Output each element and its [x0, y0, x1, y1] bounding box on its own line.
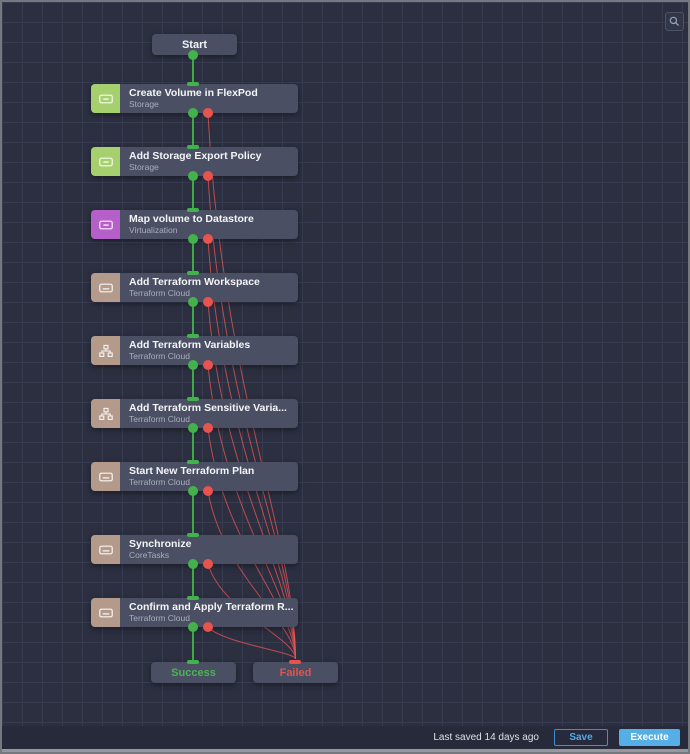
success-node[interactable]: Success	[151, 660, 236, 683]
task-title: Confirm and Apply Terraform R...	[129, 601, 294, 613]
device-icon	[91, 273, 120, 302]
save-button[interactable]: Save	[554, 729, 608, 746]
failure-port[interactable]	[203, 360, 213, 370]
failed-input-anchor	[289, 660, 301, 664]
failed-node[interactable]: Failed	[253, 660, 338, 683]
input-anchor	[187, 397, 199, 401]
storage-icon	[91, 210, 120, 239]
task-subtitle: Terraform Cloud	[129, 477, 190, 487]
failure-port[interactable]	[203, 622, 213, 632]
success-port[interactable]	[188, 423, 198, 433]
sitemap-icon	[91, 336, 120, 365]
task-title: Add Terraform Variables	[129, 339, 251, 351]
input-anchor	[187, 596, 199, 600]
task-node[interactable]: Add Storage Export Policy Storage	[91, 145, 298, 181]
input-anchor	[187, 271, 199, 275]
task-title: Add Terraform Sensitive Varia...	[129, 402, 287, 414]
task-title: Add Terraform Workspace	[129, 276, 260, 288]
task-title: Synchronize	[129, 538, 192, 550]
input-anchor	[187, 460, 199, 464]
start-node[interactable]: Start	[152, 34, 237, 60]
device-icon	[91, 535, 120, 564]
success-port[interactable]	[188, 234, 198, 244]
failure-port[interactable]	[203, 486, 213, 496]
failure-port[interactable]	[203, 297, 213, 307]
bottom-strip	[2, 749, 688, 752]
task-node[interactable]: Add Terraform Sensitive Varia... Terrafo…	[91, 397, 298, 433]
execute-button[interactable]: Execute	[619, 729, 680, 746]
task-subtitle: Virtualization	[129, 225, 178, 235]
input-anchor	[187, 82, 199, 86]
input-anchor	[187, 208, 199, 212]
failure-port[interactable]	[203, 559, 213, 569]
task-node[interactable]: Map volume to Datastore Virtualization	[91, 208, 298, 244]
task-node[interactable]: Create Volume in FlexPod Storage	[91, 82, 298, 118]
input-anchor	[187, 145, 199, 149]
success-port[interactable]	[188, 622, 198, 632]
search-button[interactable]	[665, 12, 684, 31]
footer-bar: Last saved 14 days ago Save Execute	[2, 726, 688, 749]
storage-icon	[91, 147, 120, 176]
task-subtitle: Terraform Cloud	[129, 613, 190, 623]
sitemap-icon	[91, 399, 120, 428]
task-node[interactable]: Confirm and Apply Terraform R... Terrafo…	[91, 596, 298, 632]
task-node[interactable]: Add Terraform Variables Terraform Cloud	[91, 334, 298, 370]
failure-port[interactable]	[203, 234, 213, 244]
last-saved-text: Last saved 14 days ago	[433, 732, 539, 743]
task-node[interactable]: Add Terraform Workspace Terraform Cloud	[91, 271, 298, 307]
task-title: Create Volume in FlexPod	[129, 87, 258, 99]
task-node[interactable]: Start New Terraform Plan Terraform Cloud	[91, 460, 298, 496]
start-output-port[interactable]	[188, 50, 198, 60]
input-anchor	[187, 334, 199, 338]
success-port[interactable]	[188, 297, 198, 307]
failed-node-label: Failed	[279, 666, 312, 679]
start-node-label: Start	[181, 38, 208, 51]
success-port[interactable]	[188, 486, 198, 496]
input-anchor	[187, 533, 199, 537]
task-subtitle: Storage	[129, 99, 159, 109]
storage-icon	[91, 84, 120, 113]
task-title: Start New Terraform Plan	[129, 465, 255, 477]
task-title: Map volume to Datastore	[129, 213, 254, 225]
task-title: Add Storage Export Policy	[129, 150, 262, 162]
failure-port[interactable]	[203, 423, 213, 433]
task-subtitle: Storage	[129, 162, 159, 172]
success-port[interactable]	[188, 108, 198, 118]
success-port[interactable]	[188, 559, 198, 569]
success-input-anchor	[187, 660, 199, 664]
task-subtitle: Terraform Cloud	[129, 414, 190, 424]
workflow-canvas[interactable]: Start Create Volume in FlexPod Storage A…	[2, 2, 688, 726]
task-subtitle: Terraform Cloud	[129, 288, 190, 298]
device-icon	[91, 462, 120, 491]
failure-port[interactable]	[203, 108, 213, 118]
failure-port[interactable]	[203, 171, 213, 181]
task-subtitle: Terraform Cloud	[129, 351, 190, 361]
success-port[interactable]	[188, 360, 198, 370]
success-node-label: Success	[171, 666, 216, 679]
search-icon	[669, 16, 680, 27]
device-icon	[91, 598, 120, 627]
task-node[interactable]: Synchronize CoreTasks	[91, 533, 298, 569]
success-port[interactable]	[188, 171, 198, 181]
task-subtitle: CoreTasks	[129, 550, 170, 560]
